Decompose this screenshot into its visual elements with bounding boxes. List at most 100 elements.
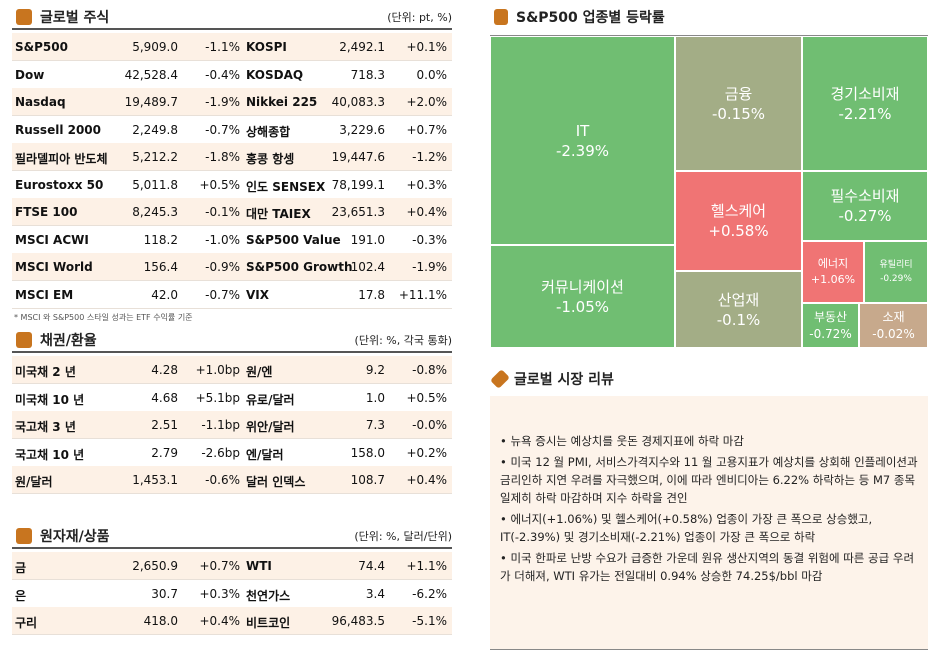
cell: 비트코인 (246, 616, 291, 630)
cell: +0.5% (199, 177, 240, 192)
cell: +5.1bp (195, 390, 240, 405)
review-section: 글로벌 시장 리뷰 • 뉴욕 증시는 예상치를 웃돈 경제지표에 하락 마감 • … (490, 368, 928, 650)
cell: 필라델피아 반도체 (15, 152, 108, 166)
cell: 108.7 (350, 473, 385, 487)
title: 원자재/상품 (40, 529, 110, 545)
cell: 19,489.7 (124, 95, 178, 109)
cell: 9.2 (365, 363, 385, 377)
cell: +0.4% (199, 614, 240, 628)
cell: -1.0% (205, 232, 240, 247)
note: * MSCI 와 S&P500 스타일 성과는 ETF 수익률 기준 (14, 313, 193, 322)
cell: Eurostoxx 50 (15, 177, 104, 192)
cell: 7.3 (365, 418, 385, 432)
cell: -1.8% (205, 150, 240, 164)
cell: 0.0% (416, 67, 448, 82)
cell: 102.4 (350, 260, 385, 274)
cell: S&P500 Value (246, 232, 341, 247)
cell: 원/달러 (15, 475, 53, 489)
header: 원자재/상품 (단위: %, 달러/단위) (12, 525, 452, 549)
cell: KOSPI (246, 40, 287, 54)
cell: 30.7 (151, 586, 178, 601)
cell: 118.2 (143, 232, 178, 247)
treemap-tile: 에너지 +1.06% (802, 241, 864, 303)
tile-name: 부동산 (813, 309, 848, 324)
cell: 국고채 3 년 (15, 420, 76, 434)
table-row: Dow 42,528.4 -0.4% KOSDAQ 718.3 0.0% (12, 61, 452, 89)
treemap: IT -2.39% 커뮤니케이션 -1.05% 금융 -0.15% 헬스케어 +0.58% 산업… (490, 35, 928, 348)
cell: Russell 2000 (15, 122, 102, 137)
header: S&P500 업종별 등락률 (490, 6, 928, 28)
cell: 1.0 (365, 390, 385, 405)
tile-name: 유틸리티 (879, 260, 913, 270)
cell: 미국채 2 년 (15, 365, 76, 379)
cell: 42,528.4 (124, 67, 178, 82)
table-row: MSCI World 156.4 -0.9% S&P500 Growth 102.4 -1… (12, 253, 452, 281)
cell: 홍콩 항셍 (246, 152, 295, 166)
treemap-tile: 유틸리티 -0.29% (864, 241, 928, 303)
cell: 엔/달러 (246, 447, 284, 462)
cell: 구리 (15, 616, 38, 630)
tile-name: 에너지 (817, 257, 849, 270)
tile-name: 경기소비재 (830, 84, 900, 103)
tile-name: 소재 (882, 309, 905, 324)
treemap-tile: 산업재 -0.1% (675, 271, 802, 348)
cell: VIX (246, 287, 270, 302)
treemap-tile: 경기소비재 -2.21% (802, 36, 928, 171)
cell: 17.8 (358, 287, 385, 302)
bonds-section: 채권/환율 (단위: %, 각국 통화) 미국채 2 년 4.28 +1.0bp 원/엔… (12, 329, 452, 494)
treemap-tile: 소재 -0.02% (859, 303, 928, 348)
cell: +0.7% (199, 559, 240, 573)
tile-name: 헬스케어 (710, 202, 767, 220)
cell: Dow (15, 67, 45, 82)
cell: +11.1% (398, 287, 447, 302)
table-row: Eurostoxx 50 5,011.8 +0.5% 인도 SENSEX 78,199.… (12, 171, 452, 199)
cell: +0.4% (406, 473, 447, 487)
cell: -5.1% (412, 614, 447, 628)
cell: 인도 SENSEX (246, 179, 326, 194)
table-row: Nasdaq 19,489.7 -1.9% Nikkei 225 40,083.3 +2.… (12, 88, 452, 116)
commodities-section: 원자재/상품 (단위: %, 달러/단위) 금 2,650.9 +0.7% WTI 74.… (12, 525, 452, 635)
cell: 2.79 (151, 445, 178, 460)
treemap-tile: 커뮤니케이션 -1.05% (490, 245, 675, 348)
cell: 78,199.1 (331, 177, 385, 192)
header: 채권/환율 (단위: %, 각국 통화) (12, 329, 452, 353)
cell: MSCI EM (15, 287, 74, 302)
bullet: • 뉴욕 증시는 예상치를 웃돈 경제지표에 하락 마감 (500, 434, 744, 448)
treemap-tile: IT -2.39% (490, 36, 675, 245)
unit: (단위: %, 달러/단위) (354, 530, 452, 543)
unit: (단위: pt, %) (387, 11, 452, 24)
table-row: 필라델피아 반도체 5,212.2 -1.8% 홍콩 항셍 19,447.6 -1.2% (12, 143, 452, 171)
cell: S&P500 Growth (246, 260, 353, 274)
cell: -6.2% (412, 586, 447, 601)
table-row: 금 2,650.9 +0.7% WTI 74.4 +1.1% (12, 552, 452, 580)
cell: 5,011.8 (132, 177, 178, 192)
tile-change: -0.27% (838, 207, 892, 225)
cell: +0.7% (406, 122, 447, 137)
cell: Nikkei 225 (246, 95, 318, 109)
cell: 천연가스 (246, 588, 291, 603)
tile-name: IT (575, 121, 590, 140)
table-row: 미국채 2 년 4.28 +1.0bp 원/엔 9.2 -0.8% (12, 356, 452, 384)
cell: 191.0 (350, 232, 385, 247)
table-row: FTSE 100 8,245.3 -0.1% 대만 TAIEX 23,651.3 +0.4… (12, 198, 452, 226)
cell: 달러 인덱스 (246, 475, 306, 489)
cell: +0.1% (406, 40, 447, 54)
tile-change: -0.02% (872, 326, 915, 341)
cell: MSCI World (15, 260, 93, 274)
title: 글로벌 주식 (40, 10, 110, 26)
table-row: 구리 418.0 +0.4% 비트코인 96,483.5 -5.1% (12, 607, 452, 635)
bullet: • 에너지(+1.06%) 및 헬스케어(+0.58%) 업종이 가장 큰 폭으… (500, 512, 873, 544)
cell: +1.0bp (195, 363, 240, 377)
table-row: 미국채 10 년 4.68 +5.1bp 유로/달러 1.0 +0.5% (12, 384, 452, 412)
cell: 유로/달러 (246, 392, 295, 407)
cell: 위안/달러 (246, 420, 295, 434)
cell: -1.9% (412, 260, 447, 274)
table-row: S&P500 5,909.0 -1.1% KOSPI 2,492.1 +0.1% (12, 33, 452, 61)
cell: 158.0 (350, 445, 385, 460)
table-row: MSCI ACWI 118.2 -1.0% S&P500 Value 191.0 -0.3… (12, 226, 452, 254)
cell: -0.7% (205, 122, 240, 137)
cell: 4.28 (151, 363, 178, 377)
cell: 42.0 (151, 287, 178, 302)
cell: 3,229.6 (339, 122, 385, 137)
cell: 상해종합 (246, 124, 291, 139)
